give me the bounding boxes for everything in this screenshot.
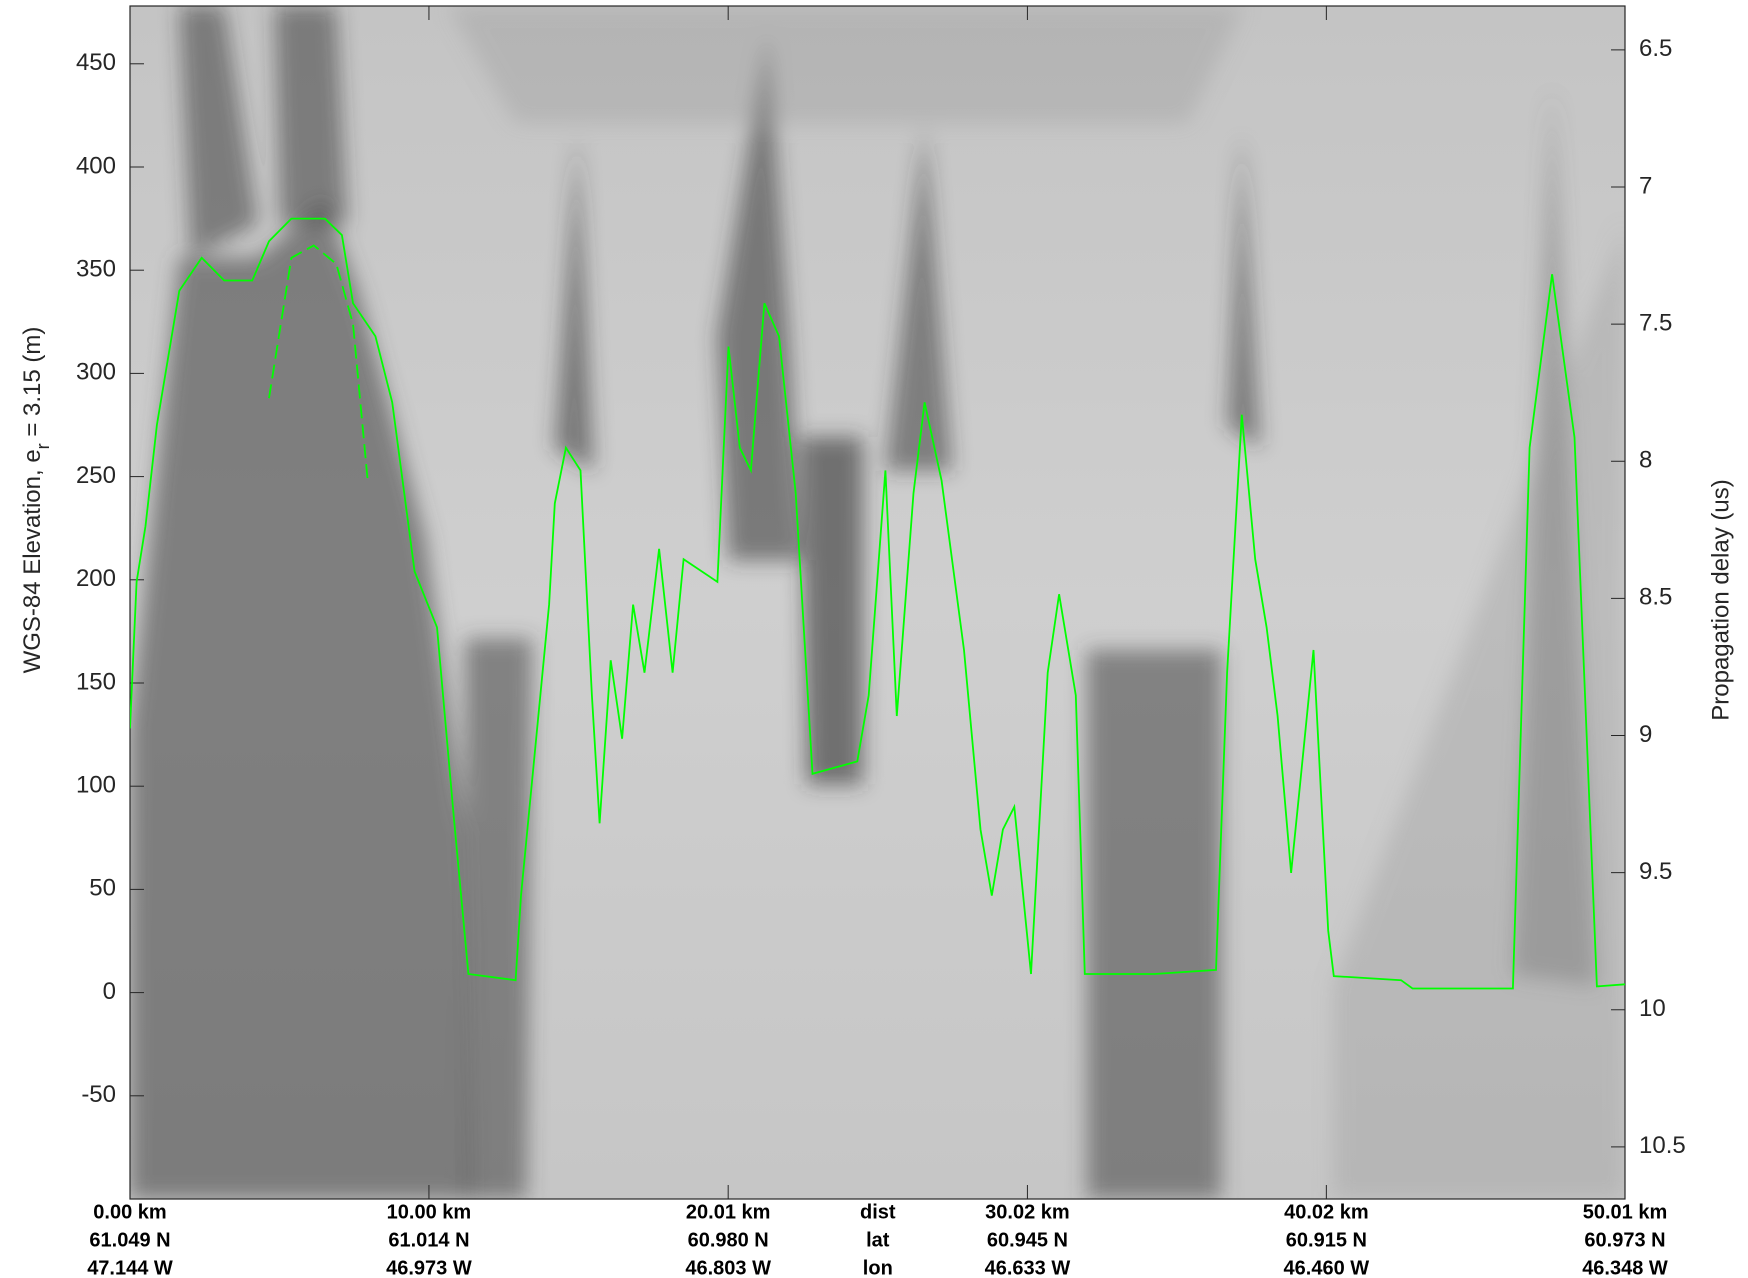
y2-tick-label: 7.5	[1639, 309, 1672, 336]
lon-label: 46.460 W	[1284, 1257, 1370, 1278]
y-axis-label: WGS-84 Elevation, er = 3.15 (m)	[19, 327, 52, 674]
y2-tick-label: 10	[1639, 995, 1666, 1022]
y-label-part: WGS-84 Elevation, e	[19, 449, 46, 673]
y-tick-label: 450	[76, 49, 116, 76]
trace-line	[268, 244, 369, 481]
lon-label: 46.803 W	[685, 1257, 771, 1278]
y-tick-label: 0	[103, 978, 116, 1005]
y-tick-label: 300	[76, 359, 116, 386]
lat-label: 60.973 N	[1584, 1229, 1665, 1251]
trace-line	[130, 217, 1625, 990]
row-label: lon	[863, 1257, 893, 1278]
x-tick-label: 50.01 km	[1583, 1201, 1668, 1223]
y2-tick-label: 10.5	[1639, 1132, 1686, 1159]
lat-label: 61.014 N	[388, 1229, 469, 1251]
y-label-part: = 3.15 (m)	[19, 327, 46, 444]
y-label-sub: r	[33, 443, 53, 449]
lon-label: 47.144 W	[87, 1257, 173, 1278]
y2-tick-label: 6.5	[1639, 35, 1672, 62]
row-label: dist	[860, 1201, 896, 1223]
x-tick-label: 20.01 km	[686, 1201, 771, 1223]
lat-label: 60.980 N	[688, 1229, 769, 1251]
y-tick-label: 250	[76, 462, 116, 489]
x-tick-label: 30.02 km	[985, 1201, 1070, 1223]
lon-label: 46.973 W	[386, 1257, 472, 1278]
y-tick-label: -50	[81, 1081, 116, 1108]
y2-tick-label: 9	[1639, 721, 1652, 748]
y-tick-label: 400	[76, 152, 116, 179]
lon-label: 46.348 W	[1582, 1257, 1668, 1278]
y2-axis-label: Propagation delay (us)	[1707, 479, 1734, 720]
y-tick-label: 150	[76, 668, 116, 695]
y-tick-label: 350	[76, 256, 116, 283]
lon-label: 46.633 W	[985, 1257, 1071, 1278]
y2-tick-label: 9.5	[1639, 858, 1672, 885]
y2-tick-label: 8.5	[1639, 584, 1672, 611]
row-label: lat	[866, 1229, 890, 1251]
y-tick-label: 50	[89, 875, 116, 902]
x-tick-label: 10.00 km	[387, 1201, 472, 1223]
lat-label: 60.945 N	[987, 1229, 1068, 1251]
lat-label: 61.049 N	[89, 1229, 170, 1251]
x-tick-label: 0.00 km	[93, 1201, 166, 1223]
echogram	[130, 6, 1625, 1199]
x-tick-label: 40.02 km	[1284, 1201, 1369, 1223]
y2-tick-label: 7	[1639, 172, 1652, 199]
plot-frame	[129, 5, 1626, 1200]
lat-label: 60.915 N	[1286, 1229, 1367, 1251]
y-tick-label: 100	[76, 772, 116, 799]
y-tick-label: 200	[76, 565, 116, 592]
y2-tick-label: 8	[1639, 447, 1652, 474]
